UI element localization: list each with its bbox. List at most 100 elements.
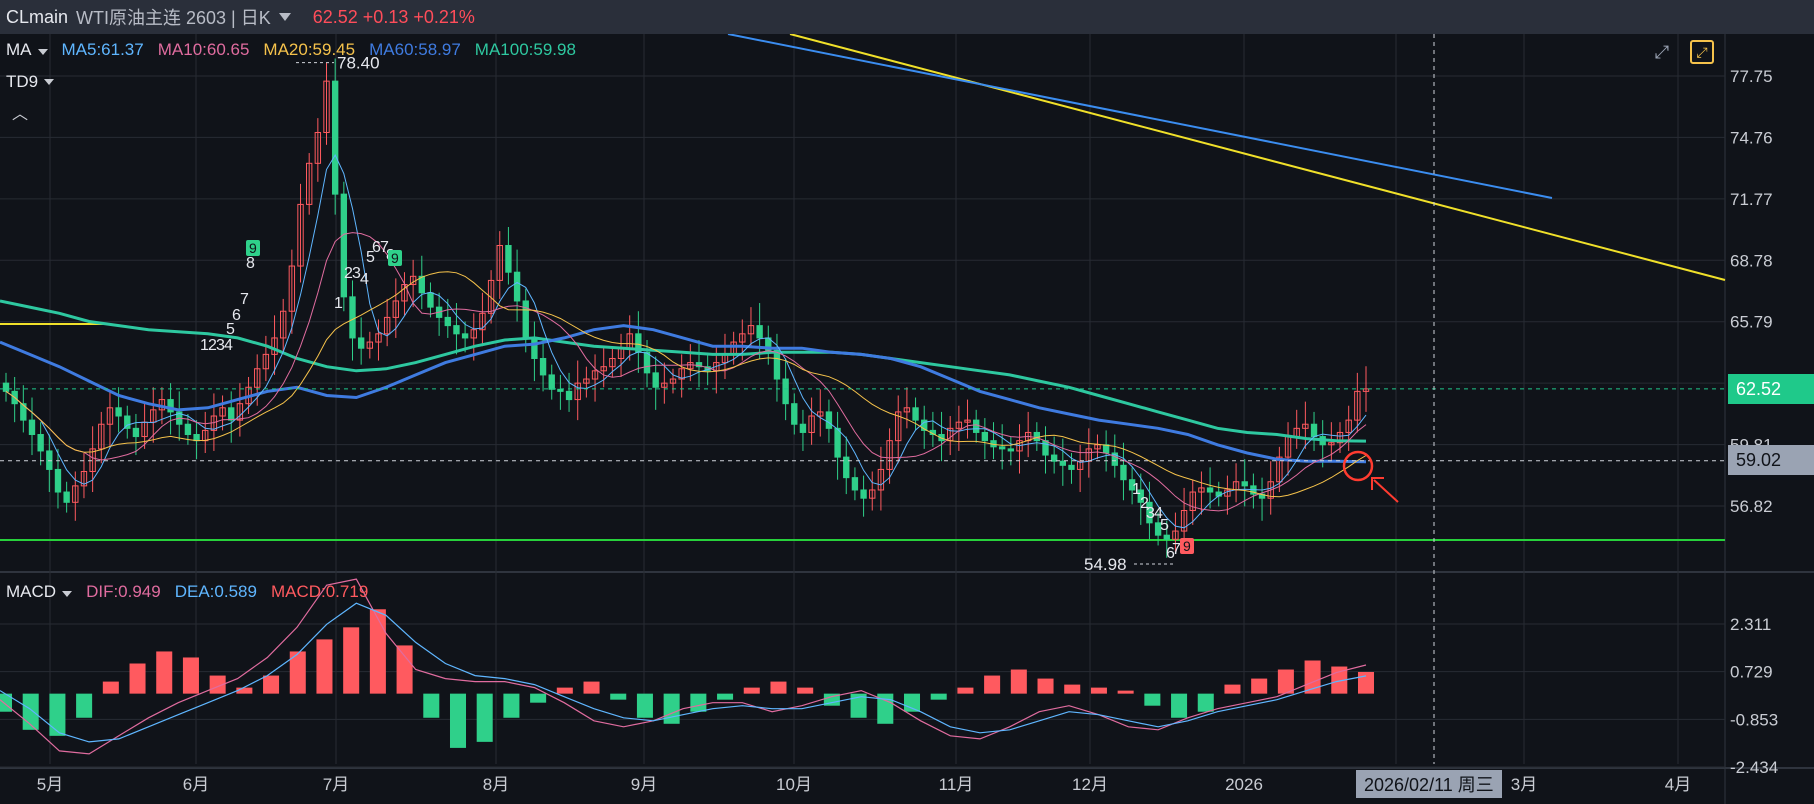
td9-badge: [388, 250, 402, 266]
x-tick-label: 9月: [631, 775, 657, 794]
symbol-code[interactable]: CLmain: [6, 6, 69, 27]
macd-bar: [263, 675, 280, 694]
candle-body: [1172, 530, 1179, 540]
ma60-value: MA60:58.97: [369, 40, 461, 59]
candle-body: [964, 419, 971, 423]
td-count-label: 3: [1146, 505, 1155, 522]
candle-body: [167, 399, 174, 413]
candle-body: [89, 448, 96, 472]
macd-bar: [957, 687, 974, 694]
x-tick-label: 2026: [1225, 775, 1263, 794]
trend-line-yellow: [789, 34, 1726, 281]
candle-body: [1336, 431, 1344, 444]
candle-body: [695, 362, 703, 368]
macd-bar: [1224, 684, 1241, 694]
candle-body: [1354, 390, 1361, 421]
candle-body: [54, 468, 62, 493]
dea-value: DEA:0.589: [174, 582, 257, 601]
candle-body: [539, 357, 547, 376]
candle-body: [574, 382, 581, 401]
macd-bar: [1251, 678, 1268, 694]
macd-bar: [717, 693, 734, 700]
x-tick-label: 7月: [323, 775, 349, 794]
current-price-tag: 62.52: [1728, 374, 1814, 404]
macd-value: MACD:0.719: [270, 582, 369, 601]
td9-badge-label: 9: [391, 250, 399, 266]
candle-body: [375, 333, 382, 343]
chevron-down-icon[interactable]: [278, 13, 291, 21]
macd-bar: [850, 693, 867, 718]
y-tick-label: 74.76: [1730, 128, 1773, 147]
candle-body: [565, 390, 573, 401]
candle-body: [938, 434, 945, 442]
macd-bar: [76, 693, 93, 718]
macd-bar: [423, 693, 440, 718]
expand-icon[interactable]: ⤢: [1654, 41, 1670, 62]
candle-body: [193, 434, 200, 442]
ma60-line: [0, 324, 1367, 464]
chevron-down-icon[interactable]: [44, 79, 55, 85]
macd-bar: [1037, 678, 1054, 694]
candle-body: [1016, 440, 1023, 452]
macd-bar: [236, 687, 253, 694]
candle-body: [877, 468, 885, 491]
chevron-down-icon[interactable]: [62, 591, 73, 597]
candle-body: [591, 370, 599, 380]
x-tick-label: 8月: [483, 775, 509, 794]
symbol-name[interactable]: WTI原油主连 2603 | 日K: [76, 8, 271, 28]
header-bar: CLmain WTI原油主连 2603 | 日K 62.52 +0.13 +0.…: [0, 0, 1814, 34]
candle-body: [357, 337, 365, 349]
fullscreen-icon[interactable]: ⤢: [1690, 40, 1714, 64]
macd-bar: [129, 663, 146, 694]
arrow-head-icon: [1371, 477, 1384, 490]
chevron-down-icon[interactable]: [37, 49, 48, 55]
crosshair-price-tag: 59.02: [1728, 445, 1814, 475]
chart-canvas[interactable]: 77.7574.7671.7768.7865.7962.8059.8156.82…: [0, 34, 1814, 804]
macd-bar: [1090, 687, 1107, 694]
td-count-label: 7: [1172, 541, 1181, 558]
macd-bar: [476, 693, 493, 742]
macd-bar: [984, 675, 1001, 694]
macd-bar: [1357, 671, 1375, 694]
ma-indicator-label[interactable]: MA: [6, 40, 48, 60]
macd-bar: [396, 645, 413, 694]
arrow-icon: [1373, 479, 1399, 503]
candle-body: [739, 333, 746, 343]
candle-body: [557, 388, 564, 392]
candle-body: [643, 351, 651, 374]
x-tick-label: 4月: [1665, 775, 1691, 794]
candle-body: [678, 368, 685, 380]
candle-body: [843, 456, 850, 479]
td-count-label: 3: [352, 265, 361, 282]
ma20-line: [5, 271, 1367, 498]
candle-body: [869, 489, 876, 499]
ma5-value: MA5:61.37: [61, 40, 144, 59]
macd-bar: [690, 693, 707, 712]
candle-body: [106, 407, 114, 425]
dif-line: [0, 578, 1367, 755]
candle-body: [825, 411, 833, 429]
td-count-label: 4: [1154, 505, 1163, 522]
macd-bar: [369, 609, 386, 694]
collapse-icon[interactable]: ︿: [12, 106, 29, 123]
candle-body: [340, 193, 348, 298]
candle-body: [418, 275, 425, 294]
candle-body: [1102, 444, 1110, 454]
candle-body: [1050, 454, 1058, 462]
candle-body: [1345, 419, 1352, 433]
macd-bar: [1171, 693, 1188, 718]
y-tick-label: 77.75: [1730, 67, 1773, 86]
td-count-label: 1: [200, 337, 209, 354]
td-count-label: 4: [224, 337, 233, 354]
macd-bar: [1117, 690, 1134, 694]
candle-body: [63, 491, 70, 503]
candle-body: [522, 300, 529, 339]
macd-bar: [1064, 684, 1081, 694]
candle-body: [1198, 487, 1205, 493]
candle-body: [288, 265, 296, 312]
candle-body: [1120, 464, 1127, 481]
macd-indicator-label[interactable]: MACD: [6, 582, 73, 602]
td9-indicator[interactable]: TD9: [6, 72, 55, 92]
candle-body: [37, 434, 44, 452]
candle-body: [1042, 440, 1049, 456]
